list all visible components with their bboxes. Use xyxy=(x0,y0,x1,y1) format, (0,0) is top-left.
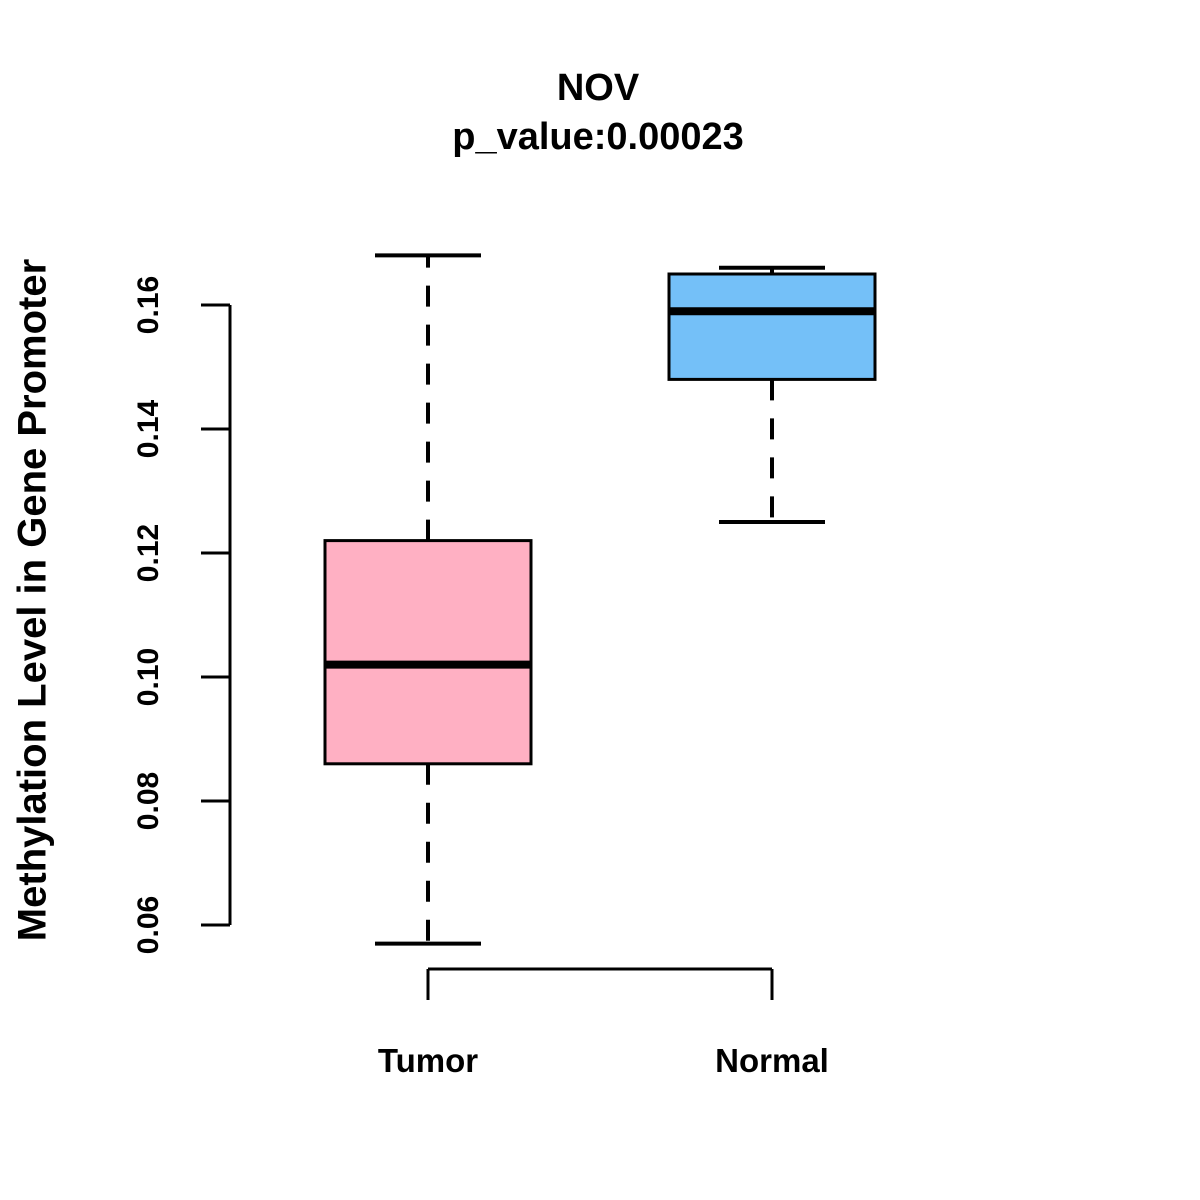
y-tick-label: 0.06 xyxy=(132,896,165,954)
y-tick-label: 0.08 xyxy=(132,772,165,830)
y-tick-label: 0.12 xyxy=(132,524,165,582)
x-label-normal: Normal xyxy=(715,1042,829,1079)
y-tick-label: 0.10 xyxy=(132,648,165,706)
box-tumor xyxy=(323,539,533,766)
x-label-tumor: Tumor xyxy=(378,1042,478,1079)
chart-subtitle: p_value:0.00023 xyxy=(452,116,744,158)
chart-title-block: NOV p_value:0.00023 xyxy=(452,64,744,162)
chart-title: NOV xyxy=(556,67,640,109)
y-tick-label: 0.14 xyxy=(132,399,165,458)
y-tick-label: 0.16 xyxy=(132,276,165,334)
box-normal xyxy=(667,272,877,381)
